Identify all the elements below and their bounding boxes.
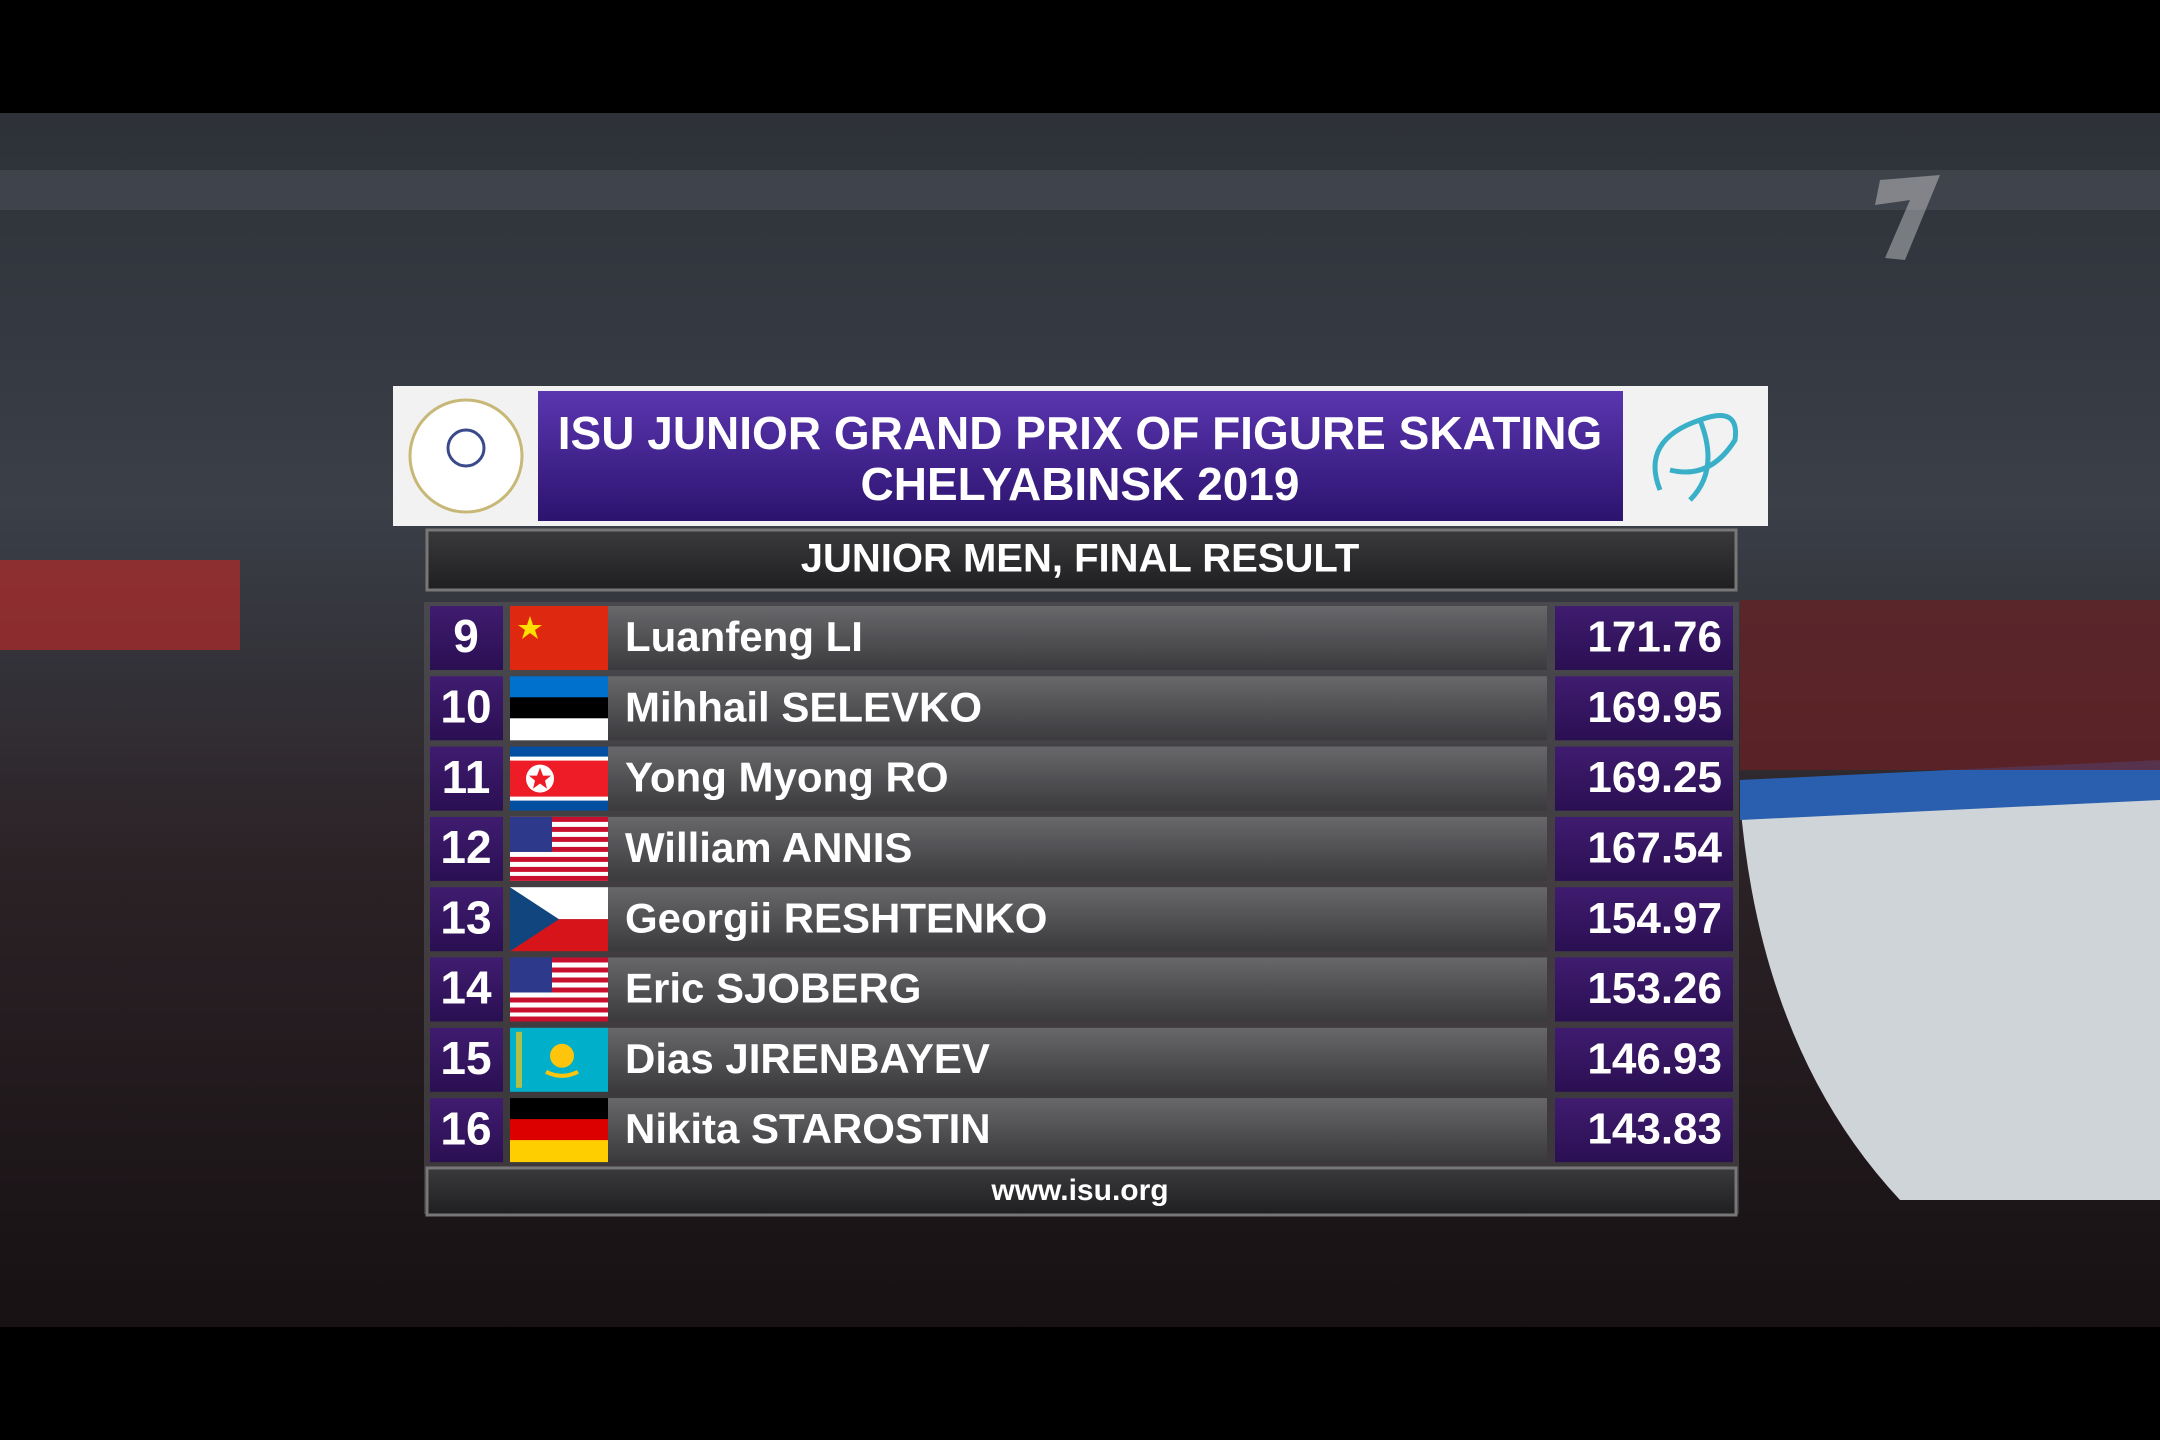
rank-cell	[430, 676, 503, 741]
rank-cell	[430, 887, 503, 952]
rank-cell	[430, 1098, 503, 1163]
stands-banner	[0, 560, 240, 650]
flag	[510, 746, 608, 811]
subtitle: JUNIOR MEN, FINAL RESULT	[801, 537, 1360, 581]
flag	[510, 1027, 608, 1092]
flag	[510, 676, 608, 741]
flag	[510, 887, 608, 952]
skater-name: Dias JIRENBAYEV	[625, 1035, 990, 1082]
rank-cell	[430, 746, 503, 811]
row: 14 Eric SJOBERG 153.26	[430, 957, 1733, 1022]
letterbox-bottom	[0, 1327, 2160, 1440]
flag	[510, 606, 608, 670]
roof-truss	[0, 170, 2160, 210]
rank-cell	[430, 606, 503, 670]
rank-cell	[430, 957, 503, 1022]
score: 171.76	[1587, 613, 1722, 662]
row: 11 Yong Myong RO 169.25	[430, 746, 1733, 811]
score-cell	[1555, 1027, 1733, 1092]
skater-name: William ANNIS	[625, 824, 912, 871]
row: 15 Dias JIRENBAYEV 146.93	[430, 1027, 1733, 1092]
score-cell	[1555, 746, 1733, 811]
title: ISU JUNIOR GRAND PRIX OF FIGURE SKATING	[558, 407, 1602, 459]
footer-bar	[425, 1166, 1738, 1217]
row: 13 Georgii RESHTENKO 154.97	[430, 887, 1733, 952]
row: 16 Nikita STAROSTIN 143.83	[430, 1098, 1733, 1163]
skater-name: Mihhail SELEVKO	[625, 683, 982, 730]
score-cell	[1555, 957, 1733, 1022]
score: 146.93	[1587, 1034, 1722, 1083]
score: 154.97	[1587, 894, 1722, 943]
skater-name: Georgii RESHTENKO	[625, 894, 1047, 941]
subtitle-bar	[425, 528, 1738, 592]
isu-logo-mark	[446, 428, 486, 468]
title: CHELYABINSK 2019	[861, 458, 1300, 510]
rank-cell	[430, 1027, 503, 1092]
name-cell	[608, 816, 1547, 881]
isu-logo	[408, 398, 524, 514]
score: 169.95	[1587, 683, 1722, 732]
stands	[1740, 600, 2160, 770]
score-cell	[1555, 1098, 1733, 1163]
rank-cell	[430, 816, 503, 881]
skater-name: Luanfeng LI	[625, 613, 863, 660]
score: 169.25	[1587, 753, 1722, 802]
skater-name: Eric SJOBERG	[625, 965, 921, 1012]
rank: 14	[440, 962, 492, 1014]
score-cell	[1555, 676, 1733, 741]
rank: 15	[440, 1032, 491, 1084]
rank: 9	[453, 610, 479, 662]
skater-name: Nikita STAROSTIN	[625, 1105, 991, 1152]
name-cell	[608, 957, 1547, 1022]
flag	[510, 1098, 608, 1163]
rank: 16	[440, 1102, 491, 1154]
score-cell	[1555, 606, 1733, 670]
flag	[510, 957, 608, 1022]
skater-logo	[1652, 413, 1739, 502]
rank: 11	[442, 751, 491, 803]
rank: 10	[440, 680, 491, 732]
name-cell	[608, 887, 1547, 952]
score: 167.54	[1587, 824, 1722, 873]
rank: 12	[440, 821, 491, 873]
name-cell	[608, 676, 1547, 741]
row: 9 Luanfeng LI 171.76	[430, 606, 1733, 670]
rink-boards	[1740, 760, 2160, 820]
footer-url: www.isu.org	[990, 1174, 1168, 1207]
name-cell	[608, 746, 1547, 811]
score: 153.26	[1587, 964, 1722, 1013]
rank: 13	[440, 891, 491, 943]
name-cell	[608, 1098, 1547, 1163]
results-table: 9 Luanfeng LI 171.76 10 Mihhail SELEVKO …	[424, 602, 1739, 1217]
name-cell	[608, 1027, 1547, 1092]
ice-rink	[1740, 780, 2160, 1200]
score: 143.83	[1587, 1105, 1722, 1154]
row: 12 William ANNIS 167.54	[430, 816, 1733, 881]
title-panel	[538, 391, 1623, 521]
row: 10 Mihhail SELEVKO 169.95	[430, 676, 1733, 741]
name-cell	[608, 606, 1547, 670]
letterbox-top	[0, 0, 2160, 113]
skater-name: Yong Myong RO	[625, 754, 949, 801]
channel-logo	[1875, 175, 1940, 260]
score-cell	[1555, 887, 1733, 952]
score-cell	[1555, 816, 1733, 881]
flag	[510, 816, 608, 881]
